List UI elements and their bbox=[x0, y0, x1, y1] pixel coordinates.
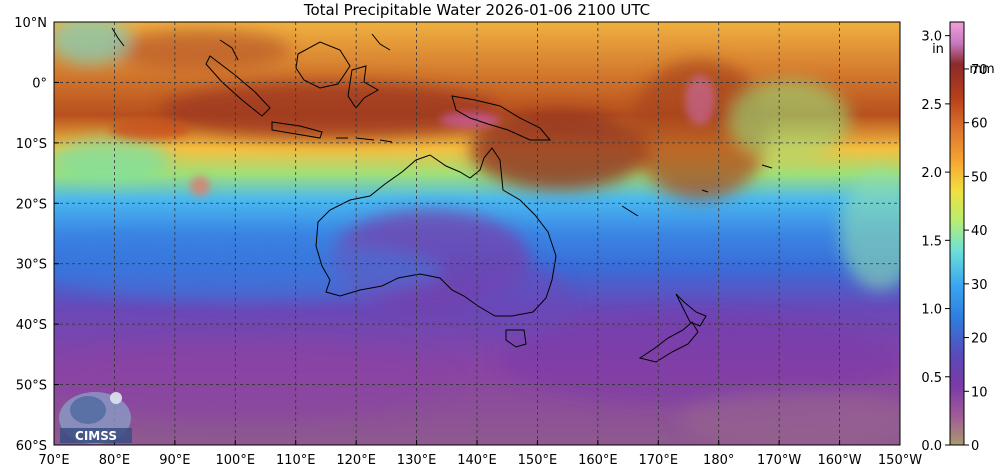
tasmania-coastline bbox=[505, 329, 527, 348]
cimss-logo: CIMSS bbox=[59, 392, 132, 444]
map-axes: 70°E 80°E 90°E 100°E 110°E 120°E 130°E 140°E 150… bbox=[14, 16, 922, 468]
malay-coastline bbox=[219, 39, 239, 61]
new-caledonia-coastline bbox=[621, 205, 639, 217]
sulawesi-coastline bbox=[347, 65, 380, 109]
lon-tick-label: 100°E bbox=[216, 453, 256, 468]
colorbar-mm-unit: mm bbox=[969, 62, 994, 77]
colorbar-inch-label: 2.0 bbox=[921, 166, 942, 181]
sumatra-coastline bbox=[205, 55, 271, 117]
graticule bbox=[54, 22, 900, 445]
lon-tick-label: 120°E bbox=[336, 453, 376, 468]
java-coastline bbox=[271, 121, 323, 139]
colorbar-inch-label: 2.5 bbox=[921, 98, 942, 113]
lat-tick-label: 40°S bbox=[16, 318, 47, 333]
lat-tick-label: 10°N bbox=[14, 16, 47, 31]
lat-tick-label: 50°S bbox=[16, 379, 47, 394]
lon-tick-label: 70°E bbox=[38, 453, 69, 468]
colorbar-mm-label: 50 bbox=[971, 170, 988, 185]
lat-tick-label: 30°S bbox=[16, 258, 47, 273]
lon-tick-label: 130°E bbox=[397, 453, 437, 468]
colorbar-inch-label: 1.5 bbox=[921, 234, 942, 249]
colorbar-ticks: 0.0 0.5 1.0 1.5 2.0 2.5 3.0 0 10 20 30 40 50 60 70 bbox=[921, 30, 987, 454]
colorbar bbox=[949, 21, 965, 446]
lesser-sunda-coastline bbox=[336, 137, 393, 143]
colorbar-inch-label: 3.0 bbox=[921, 30, 942, 45]
colorbar-inch-unit: in bbox=[932, 42, 944, 57]
lon-tick-label: 150°E bbox=[518, 453, 558, 468]
philippines-coastline bbox=[371, 33, 391, 51]
cimss-logo-text: CIMSS bbox=[75, 429, 117, 443]
sri-lanka-coastline bbox=[111, 27, 125, 47]
colorbar-mm-label: 30 bbox=[971, 278, 988, 293]
borneo-coastline bbox=[295, 41, 351, 89]
lat-tick-label: 0° bbox=[32, 76, 47, 91]
colorbar-inch-label: 0.0 bbox=[921, 439, 942, 454]
lon-tick-label: 170°E bbox=[639, 453, 679, 468]
new-zealand-south-coastline bbox=[638, 321, 699, 363]
map-title: Total Precipitable Water 2026-01-06 2100… bbox=[303, 1, 651, 19]
lon-tick-label: 90°E bbox=[159, 453, 190, 468]
colorbar-mm-label: 40 bbox=[971, 224, 988, 239]
lon-tick-label: 150°W bbox=[878, 453, 922, 468]
lon-tick-label: 140°E bbox=[457, 453, 497, 468]
colorbar-mm-label: 70 bbox=[971, 63, 988, 78]
colorbar-inch-label: 1.0 bbox=[921, 303, 942, 318]
new-guinea-coastline bbox=[451, 95, 552, 141]
lon-tick-label: 80°E bbox=[99, 453, 130, 468]
colorbar-mm-label: 0 bbox=[971, 439, 979, 454]
lat-tick-label: 60°S bbox=[16, 439, 47, 454]
new-zealand-north-coastline bbox=[675, 293, 707, 327]
lat-tick-label: 20°S bbox=[16, 197, 47, 212]
lon-tick-label: 180° bbox=[703, 453, 734, 468]
colorbar-mm-label: 10 bbox=[971, 385, 988, 400]
colorbar-inch-label: 0.5 bbox=[921, 371, 942, 386]
colorbar-mm-label: 20 bbox=[971, 332, 988, 347]
lon-tick-label: 170°W bbox=[757, 453, 801, 468]
lat-tick-label: 10°S bbox=[16, 137, 47, 152]
lon-tick-label: 110°E bbox=[276, 453, 316, 468]
colorbar-mm-label: 60 bbox=[971, 117, 988, 132]
lon-tick-label: 160°E bbox=[578, 453, 618, 468]
lon-tick-label: 160°W bbox=[817, 453, 861, 468]
fiji-coastline bbox=[701, 164, 773, 193]
